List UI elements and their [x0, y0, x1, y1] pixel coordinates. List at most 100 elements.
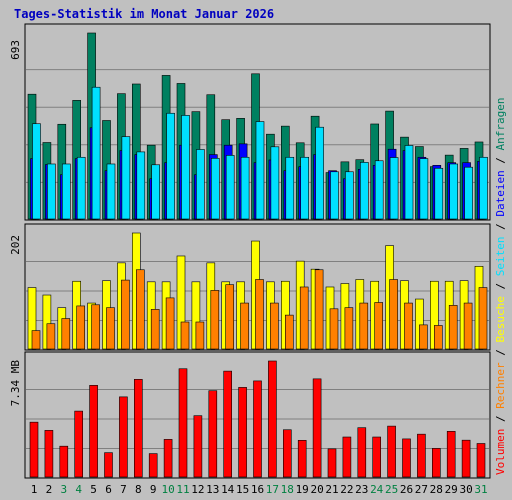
- panel-bottom: 7.34 MB: [9, 351, 491, 479]
- y-max-label: 693: [9, 40, 22, 60]
- bar-volumen: [74, 410, 83, 478]
- x-tick-label: 12: [191, 483, 204, 496]
- panel-frame: [24, 223, 491, 351]
- bar-rechner: [299, 286, 309, 350]
- bar-rechner: [31, 330, 41, 350]
- bar-rechner: [374, 302, 384, 350]
- legend-separator: /: [494, 343, 507, 363]
- bar-seiten: [47, 163, 56, 220]
- bar-rechner: [225, 284, 234, 350]
- x-tick-label: 11: [176, 483, 189, 496]
- bar-volumen: [357, 427, 367, 478]
- bar-volumen: [89, 385, 98, 478]
- bar-seiten: [359, 162, 369, 220]
- bar-rechner: [284, 314, 294, 350]
- bar-volumen: [178, 368, 188, 478]
- x-tick-label: 23: [355, 483, 368, 496]
- bar-seiten: [270, 146, 280, 220]
- legend-separator: /: [494, 276, 507, 296]
- bar-volumen: [59, 445, 69, 478]
- bar-volumen: [148, 453, 158, 478]
- x-tick-label: 21: [325, 483, 338, 496]
- bar-rechner: [195, 321, 205, 350]
- panel-top: 693: [9, 23, 491, 221]
- x-tick-label: 19: [296, 483, 309, 496]
- bar-seiten: [345, 171, 354, 220]
- panel-frame: [24, 351, 491, 479]
- bar-rechner: [106, 307, 115, 350]
- panel-frame: [24, 23, 491, 221]
- legend-separator: /: [494, 217, 507, 237]
- bar-volumen: [253, 380, 262, 478]
- bar-rechner: [180, 321, 190, 350]
- bar-rechner: [270, 302, 279, 350]
- x-tick-label: 9: [150, 483, 157, 496]
- x-tick-label: 20: [310, 483, 323, 496]
- x-tick-label: 18: [281, 483, 294, 496]
- bar-seiten: [61, 163, 71, 220]
- bar-volumen: [223, 370, 232, 478]
- bar-seiten: [32, 123, 41, 220]
- x-tick-label: 1: [31, 483, 38, 496]
- bar-volumen: [327, 448, 337, 478]
- x-tick-label: 4: [75, 483, 82, 496]
- x-tick-label: 5: [90, 483, 97, 496]
- bar-rechner: [76, 305, 85, 350]
- chart-title: Tages-Statistik im Monat Januar 2026: [14, 7, 274, 21]
- bar-volumen: [193, 415, 203, 478]
- x-tick-label: 30: [459, 483, 472, 496]
- bar-seiten: [255, 121, 265, 220]
- x-tick-label: 16: [251, 483, 264, 496]
- bar-seiten: [479, 156, 488, 220]
- legend-text: Volumen / Rechner / Besuche / Seiten / D…: [494, 97, 507, 475]
- legend-rechner: Rechner: [494, 362, 507, 409]
- bar-rechner: [419, 324, 428, 350]
- bar-rechner: [91, 304, 100, 350]
- bar-seiten: [330, 171, 339, 220]
- bar-rechner: [463, 302, 473, 350]
- bar-seiten: [434, 167, 444, 220]
- legend-volumen: Volumen: [494, 429, 507, 475]
- bar-rechner: [433, 325, 443, 350]
- bar-volumen: [44, 430, 54, 478]
- bar-seiten: [211, 158, 220, 220]
- bar-seiten: [449, 163, 459, 220]
- legend-dateien: Dateien: [494, 170, 507, 216]
- bar-seiten: [285, 156, 295, 220]
- bar-volumen: [282, 429, 292, 478]
- x-tick-label: 31: [474, 483, 487, 496]
- x-tick-label: 28: [430, 483, 443, 496]
- bar-rechner: [255, 279, 264, 350]
- legend-besuche: Besuche: [494, 296, 507, 342]
- legend: Volumen / Rechner / Besuche / Seiten / D…: [494, 97, 507, 475]
- bar-seiten: [166, 112, 175, 220]
- bar-rechner: [344, 307, 354, 350]
- bar-seiten: [196, 149, 205, 220]
- x-tick-label: 29: [445, 483, 458, 496]
- bar-rechner: [314, 269, 324, 350]
- bar-volumen: [461, 439, 471, 478]
- bar-rechner: [210, 290, 220, 350]
- bar-volumen: [238, 387, 247, 478]
- bar-seiten: [121, 136, 131, 220]
- bar-seiten: [374, 160, 384, 220]
- x-tick-label: 24: [370, 483, 384, 496]
- bar-rechner: [165, 297, 175, 350]
- bar-volumen: [312, 378, 322, 478]
- bar-volumen: [163, 439, 173, 478]
- x-tick-label: 3: [60, 483, 67, 496]
- legend-seiten: Seiten: [494, 237, 507, 277]
- x-tick-label: 22: [340, 483, 353, 496]
- bar-volumen: [342, 436, 352, 478]
- bar-volumen: [417, 433, 426, 478]
- x-tick-label: 8: [135, 483, 142, 496]
- bar-rechner: [240, 302, 249, 350]
- bar-seiten: [404, 145, 414, 220]
- bar-volumen: [268, 360, 277, 478]
- x-tick-label: 26: [400, 483, 413, 496]
- bar-rechner: [478, 287, 488, 350]
- bar-seiten: [315, 126, 324, 220]
- bar-rechner: [404, 302, 413, 350]
- bar-seiten: [225, 155, 235, 220]
